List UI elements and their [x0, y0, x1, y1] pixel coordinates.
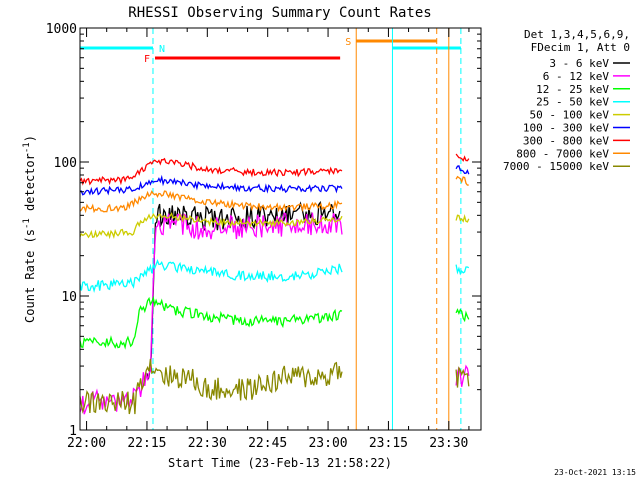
series-line-7 [79, 175, 469, 214]
y-tick-label: 10 [61, 290, 77, 305]
legend-entry-label: 25 - 50 keV [536, 96, 609, 109]
flag-label-s: S [345, 37, 351, 48]
legend-entry-label: 50 - 100 keV [530, 109, 610, 122]
series-line-4 [79, 211, 470, 240]
legend-header: FDecim 1, Att 0 [531, 41, 630, 54]
legend-entry-label: 800 - 7000 keV [516, 147, 609, 160]
series-line-5 [80, 165, 470, 196]
series-line-6 [79, 153, 470, 186]
plot-frame [79, 27, 482, 431]
y-tick-label: 100 [54, 156, 77, 171]
legend-entry-label: 7000 - 15000 keV [503, 160, 609, 173]
series-line-3 [79, 258, 470, 293]
x-axis-label: Start Time (23-Feb-13 21:58:22) [168, 456, 392, 470]
y-tick-label: 1 [69, 424, 77, 439]
x-tick-label: 23:15 [369, 436, 408, 451]
series-line-8 [79, 358, 470, 415]
x-tick-label: 23:30 [429, 436, 468, 451]
legend: Det 1,3,4,5,6,9,FDecim 1, Att 0 3 - 6 keV… [503, 28, 630, 173]
flag-label-n: N [159, 44, 165, 55]
legend-entry-label: 100 - 300 keV [523, 122, 609, 135]
x-tick-label: 22:00 [67, 436, 106, 451]
legend-entry-label: 300 - 800 keV [523, 134, 609, 147]
x-tick-label: 22:30 [188, 436, 227, 451]
legend-entry-label: 12 - 25 keV [536, 83, 609, 96]
chart-title: RHESSI Observing Summary Count Rates [128, 5, 431, 21]
x-tick-label: 22:15 [127, 436, 166, 451]
flag-label-f: F [144, 54, 150, 65]
footer-timestamp: 23-Oct-2021 13:15 [554, 468, 636, 477]
y-tick-label: 1000 [46, 22, 77, 37]
x-tick-label: 23:00 [308, 436, 347, 451]
series-line-2 [79, 295, 470, 350]
x-tick-label: 22:45 [248, 436, 287, 451]
legend-entry-label: 3 - 6 keV [549, 57, 609, 70]
y-axis-label: Count Rate (s-1 detector-1) [22, 135, 37, 323]
legend-entry-label: 6 - 12 keV [543, 70, 610, 83]
legend-header: Det 1,3,4,5,6,9, [524, 28, 630, 41]
